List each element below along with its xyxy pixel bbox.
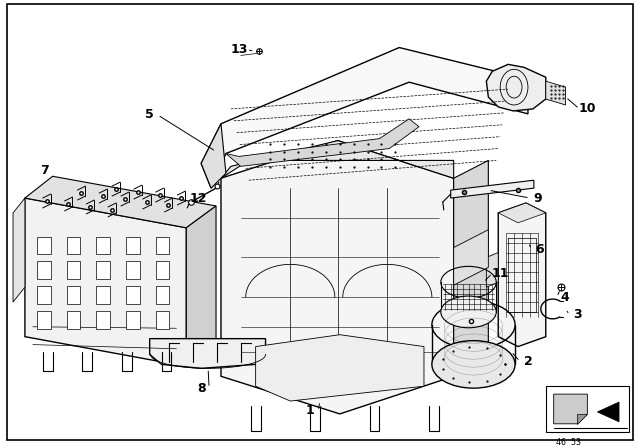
Polygon shape bbox=[255, 335, 424, 401]
Polygon shape bbox=[554, 394, 588, 424]
Polygon shape bbox=[186, 206, 216, 366]
Text: 11: 11 bbox=[492, 267, 509, 280]
Bar bbox=[96, 237, 110, 254]
Polygon shape bbox=[597, 402, 619, 422]
Text: 6: 6 bbox=[536, 243, 544, 256]
Text: 7: 7 bbox=[40, 164, 49, 177]
Bar bbox=[126, 286, 140, 304]
Text: 3: 3 bbox=[573, 308, 582, 321]
Bar bbox=[126, 311, 140, 329]
Text: 13: 13 bbox=[230, 43, 248, 56]
Bar bbox=[67, 286, 81, 304]
Polygon shape bbox=[454, 230, 488, 285]
Bar bbox=[67, 262, 81, 279]
Polygon shape bbox=[221, 141, 454, 414]
Bar bbox=[96, 286, 110, 304]
Polygon shape bbox=[201, 124, 226, 188]
Text: 9: 9 bbox=[534, 192, 542, 205]
Polygon shape bbox=[486, 65, 546, 111]
Text: 8: 8 bbox=[197, 382, 205, 395]
Polygon shape bbox=[577, 414, 588, 424]
Polygon shape bbox=[150, 339, 266, 368]
Text: 10: 10 bbox=[579, 103, 596, 116]
Bar bbox=[546, 386, 629, 432]
Polygon shape bbox=[221, 141, 454, 178]
Bar bbox=[156, 286, 170, 304]
Text: 4: 4 bbox=[560, 291, 569, 304]
Bar bbox=[126, 237, 140, 254]
Bar bbox=[36, 237, 51, 254]
Polygon shape bbox=[25, 198, 186, 366]
Text: 5: 5 bbox=[145, 108, 154, 121]
Polygon shape bbox=[486, 253, 499, 287]
Bar bbox=[156, 262, 170, 279]
Polygon shape bbox=[454, 160, 488, 376]
Bar bbox=[36, 311, 51, 329]
Bar bbox=[36, 286, 51, 304]
Ellipse shape bbox=[441, 296, 496, 328]
Bar bbox=[156, 311, 170, 329]
Polygon shape bbox=[546, 81, 566, 105]
Bar bbox=[96, 311, 110, 329]
Bar bbox=[67, 311, 81, 329]
Ellipse shape bbox=[432, 340, 515, 388]
Bar bbox=[67, 237, 81, 254]
Polygon shape bbox=[499, 203, 546, 223]
Text: 2: 2 bbox=[524, 355, 532, 368]
Polygon shape bbox=[499, 203, 546, 347]
Polygon shape bbox=[226, 119, 419, 166]
Bar bbox=[36, 262, 51, 279]
Text: 46 53: 46 53 bbox=[556, 438, 580, 447]
Polygon shape bbox=[201, 47, 528, 188]
Polygon shape bbox=[13, 198, 25, 302]
Bar bbox=[156, 237, 170, 254]
Bar bbox=[96, 262, 110, 279]
Text: 12: 12 bbox=[189, 192, 207, 205]
Text: 1: 1 bbox=[306, 405, 314, 418]
Polygon shape bbox=[25, 176, 216, 228]
Bar bbox=[126, 262, 140, 279]
Polygon shape bbox=[451, 180, 534, 198]
